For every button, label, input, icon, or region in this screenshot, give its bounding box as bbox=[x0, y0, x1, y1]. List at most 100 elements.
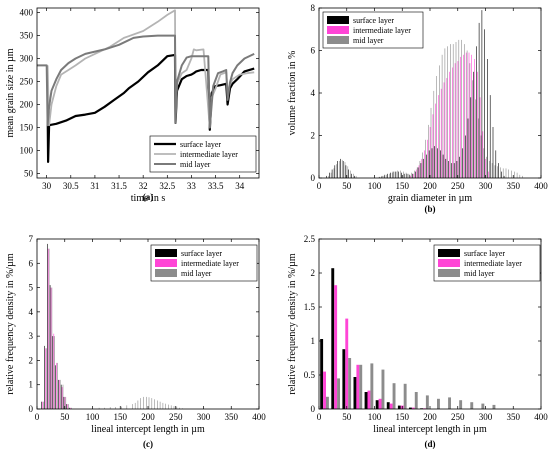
bar-mid-layer bbox=[381, 369, 385, 409]
bar-intermediate-layer bbox=[413, 173, 414, 179]
bar-mid-layer bbox=[134, 402, 136, 409]
bar-mid-layer bbox=[433, 90, 435, 178]
bar-surface-layer bbox=[55, 365, 56, 409]
bar-mid-layer bbox=[347, 166, 349, 178]
bar-mid-layer bbox=[452, 44, 454, 178]
bar-surface-layer bbox=[47, 243, 48, 409]
bar-intermediate-layer bbox=[42, 401, 43, 409]
panel-caption: (d) bbox=[425, 439, 436, 449]
bar-mid-layer bbox=[414, 392, 418, 409]
legend-swatch bbox=[327, 26, 349, 34]
bar-surface-layer bbox=[431, 148, 433, 179]
bar-mid-layer bbox=[328, 175, 329, 178]
legend-swatch bbox=[438, 249, 460, 257]
bar-surface-layer bbox=[351, 173, 352, 179]
bar-surface-layer bbox=[442, 154, 444, 178]
bar-mid-layer bbox=[71, 407, 72, 409]
bar-mid-layer bbox=[428, 124, 429, 178]
x-tick-label: 32 bbox=[139, 181, 148, 191]
bar-surface-layer bbox=[476, 46, 477, 179]
bar-mid-layer bbox=[43, 401, 44, 409]
bar-surface-layer bbox=[44, 345, 45, 409]
bar-surface-layer bbox=[478, 22, 480, 179]
bar-mid-layer bbox=[514, 171, 515, 178]
bar-mid-layer bbox=[519, 174, 521, 178]
bar-mid-layer bbox=[104, 407, 105, 409]
bar-mid-layer bbox=[419, 161, 421, 178]
legend-swatch bbox=[327, 16, 349, 24]
legend-entry: mid layer bbox=[464, 269, 495, 278]
bar-intermediate-layer bbox=[443, 82, 445, 178]
bar-intermediate-layer bbox=[59, 379, 60, 409]
y-tick-label: 400 bbox=[20, 8, 34, 18]
bar-surface-layer bbox=[375, 400, 379, 409]
bar-surface-layer bbox=[66, 404, 67, 409]
data-marks bbox=[326, 10, 523, 179]
bar-mid-layer bbox=[439, 65, 440, 178]
bar-intermediate-layer bbox=[378, 398, 382, 409]
bar-mid-layer bbox=[486, 156, 487, 179]
bar-intermediate-layer bbox=[488, 171, 489, 178]
bar-intermediate-layer bbox=[367, 390, 371, 409]
x-tick-label: 300 bbox=[479, 412, 493, 422]
bar-mid-layer bbox=[62, 384, 64, 409]
panel-caption: (a) bbox=[143, 192, 154, 202]
bar-surface-layer bbox=[423, 158, 424, 178]
bar-mid-layer bbox=[383, 175, 385, 178]
y-tick-label: 1 bbox=[311, 336, 316, 346]
x-tick-label: 31.5 bbox=[111, 181, 127, 191]
bar-mid-layer bbox=[403, 171, 404, 178]
bar-mid-layer bbox=[411, 172, 412, 178]
bar-surface-layer bbox=[41, 401, 42, 409]
series-line-mid-layer bbox=[37, 34, 255, 129]
bar-mid-layer bbox=[140, 398, 141, 409]
legend-swatch bbox=[155, 259, 177, 267]
bar-mid-layer bbox=[109, 407, 111, 409]
bar-intermediate-layer bbox=[454, 63, 456, 179]
bar-intermediate-layer bbox=[421, 158, 423, 178]
bar-intermediate-layer bbox=[435, 103, 436, 178]
bar-mid-layer bbox=[146, 396, 147, 409]
bar-mid-layer bbox=[448, 397, 451, 409]
bar-mid-layer bbox=[386, 174, 387, 178]
bar-surface-layer bbox=[409, 407, 412, 409]
bar-intermediate-layer bbox=[465, 52, 467, 178]
bar-surface-layer bbox=[503, 175, 505, 178]
bar-surface-layer bbox=[326, 175, 327, 178]
bar-mid-layer bbox=[430, 107, 432, 178]
bar-mid-layer bbox=[355, 175, 357, 178]
bar-mid-layer bbox=[68, 404, 69, 409]
bar-mid-layer bbox=[57, 362, 58, 409]
bar-surface-layer bbox=[459, 156, 460, 179]
bar-surface-layer bbox=[60, 384, 62, 409]
bar-surface-layer bbox=[406, 173, 408, 179]
legend-entry: intermediate layer bbox=[464, 259, 522, 268]
bar-surface-layer bbox=[395, 171, 397, 178]
y-axis-label: relative frequency density in %/µm bbox=[287, 253, 298, 394]
bar-mid-layer bbox=[176, 406, 178, 409]
legend-swatch bbox=[438, 269, 460, 277]
bar-surface-layer bbox=[63, 396, 65, 409]
bar-surface-layer bbox=[451, 163, 452, 178]
bar-surface-layer bbox=[337, 161, 338, 178]
bar-intermediate-layer bbox=[429, 127, 431, 178]
bar-surface-layer bbox=[342, 161, 344, 178]
legend-entry: intermediate layer bbox=[181, 259, 239, 268]
x-tick-label: 350 bbox=[507, 181, 521, 191]
bar-surface-layer bbox=[397, 405, 401, 409]
bar-intermediate-layer bbox=[468, 52, 470, 178]
y-tick-label: 2 bbox=[29, 355, 34, 365]
bar-mid-layer bbox=[98, 407, 100, 409]
bar-surface-layer bbox=[498, 163, 499, 178]
legend-swatch bbox=[327, 36, 349, 44]
data-marks bbox=[41, 243, 183, 409]
x-tick-label: 50 bbox=[60, 412, 70, 422]
bar-surface-layer bbox=[334, 165, 336, 179]
bar-mid-layer bbox=[477, 118, 479, 178]
bar-mid-layer bbox=[405, 172, 407, 178]
bar-mid-layer bbox=[491, 163, 493, 178]
legend-entry: mid layer bbox=[353, 36, 384, 45]
legend-entry: intermediate layer bbox=[353, 26, 411, 35]
bar-mid-layer bbox=[59, 379, 61, 409]
bar-surface-layer bbox=[331, 268, 335, 409]
